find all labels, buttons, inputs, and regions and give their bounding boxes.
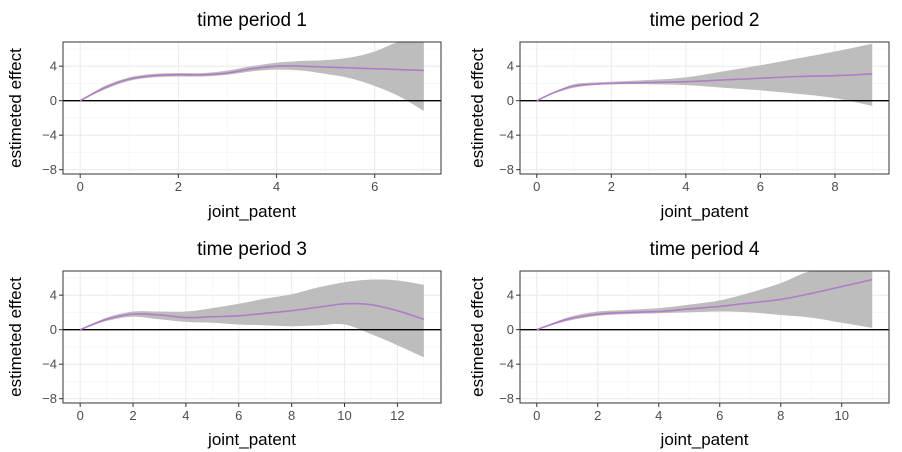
estimate-line [79, 65, 424, 102]
y-tick-label: −4 [499, 128, 514, 143]
x-tick-label: 2 [594, 408, 601, 423]
x-tick-label: 12 [390, 408, 404, 423]
confidence-band [80, 279, 424, 358]
x-tick-label: 8 [777, 408, 784, 423]
y-tick-label: 4 [507, 59, 514, 74]
x-tick-label: 6 [235, 408, 242, 423]
x-tick-label: 2 [608, 179, 615, 194]
panel-border [519, 41, 890, 175]
y-tick-label: 4 [507, 288, 514, 303]
confidence-band [536, 271, 873, 330]
x-tick-label: 4 [655, 408, 662, 423]
x-tick-label: 2 [129, 408, 136, 423]
y-tick-label: 0 [507, 93, 514, 108]
x-axis-label: joint_patent [207, 430, 296, 449]
y-tick-label: −8 [42, 162, 57, 177]
x-tick-label: 10 [337, 408, 351, 423]
y-tick-label: −8 [42, 391, 57, 406]
panel-border [519, 270, 890, 404]
y-tick-label: −4 [42, 128, 57, 143]
y-tick-label: 4 [50, 59, 57, 74]
estimate-line [536, 73, 873, 102]
x-tick-label: 0 [533, 179, 540, 194]
x-tick-label: 0 [533, 408, 540, 423]
y-tick-label: −4 [499, 357, 514, 372]
x-tick-label: 0 [77, 179, 84, 194]
y-axis-label: estimeted effect [6, 277, 25, 397]
x-axis-label: joint_patent [660, 202, 749, 221]
y-tick-label: −4 [42, 357, 57, 372]
panel-3: 0 2 4 6 8 10 12 −8 −4 0 4 time period 3 joint_patent… [6, 239, 442, 449]
panel-border [62, 41, 442, 175]
confidence-band [80, 42, 424, 112]
panel-2: 0 2 4 6 8 −8 −4 0 4 time period 2 joint_patent esti… [468, 10, 890, 221]
x-axis-label: joint_patent [207, 202, 296, 221]
estimate-line [536, 278, 873, 331]
y-tick-label: 0 [50, 322, 57, 337]
panel-title: time period 1 [197, 10, 307, 31]
x-tick-label: 4 [682, 179, 689, 194]
x-tick-label: 6 [371, 179, 378, 194]
y-tick-label: 4 [50, 288, 57, 303]
x-tick-label: 4 [273, 179, 280, 194]
y-tick-label: −8 [499, 162, 514, 177]
panel-title: time period 4 [650, 239, 760, 260]
x-tick-label: 6 [716, 408, 723, 423]
x-tick-label: 8 [288, 408, 295, 423]
y-tick-label: −8 [499, 391, 514, 406]
estimate-line [79, 302, 425, 331]
x-tick-label: 2 [175, 179, 182, 194]
panel-4: 0 2 4 6 8 10 −8 −4 0 4 time period 4 joint_patent es… [468, 239, 890, 449]
x-axis-label: joint_patent [660, 430, 749, 449]
y-axis-label: estimeted effect [6, 48, 25, 168]
x-tick-label: 10 [834, 408, 848, 423]
x-tick-label: 0 [77, 408, 84, 423]
y-tick-label: 0 [50, 93, 57, 108]
panel-title: time period 3 [197, 239, 307, 260]
panel-title: time period 2 [650, 10, 760, 31]
confidence-band [536, 43, 873, 106]
y-axis-label: estimeted effect [468, 48, 487, 168]
x-tick-label: 4 [182, 408, 189, 423]
x-tick-label: 6 [757, 179, 764, 194]
panel-1: 0 2 4 6 −8 −4 0 4 time period 1 joint_patent estim… [6, 10, 442, 221]
panel-border [62, 270, 442, 404]
y-axis-label: estimeted effect [468, 277, 487, 397]
x-tick-label: 8 [831, 179, 838, 194]
y-tick-label: 0 [507, 322, 514, 337]
